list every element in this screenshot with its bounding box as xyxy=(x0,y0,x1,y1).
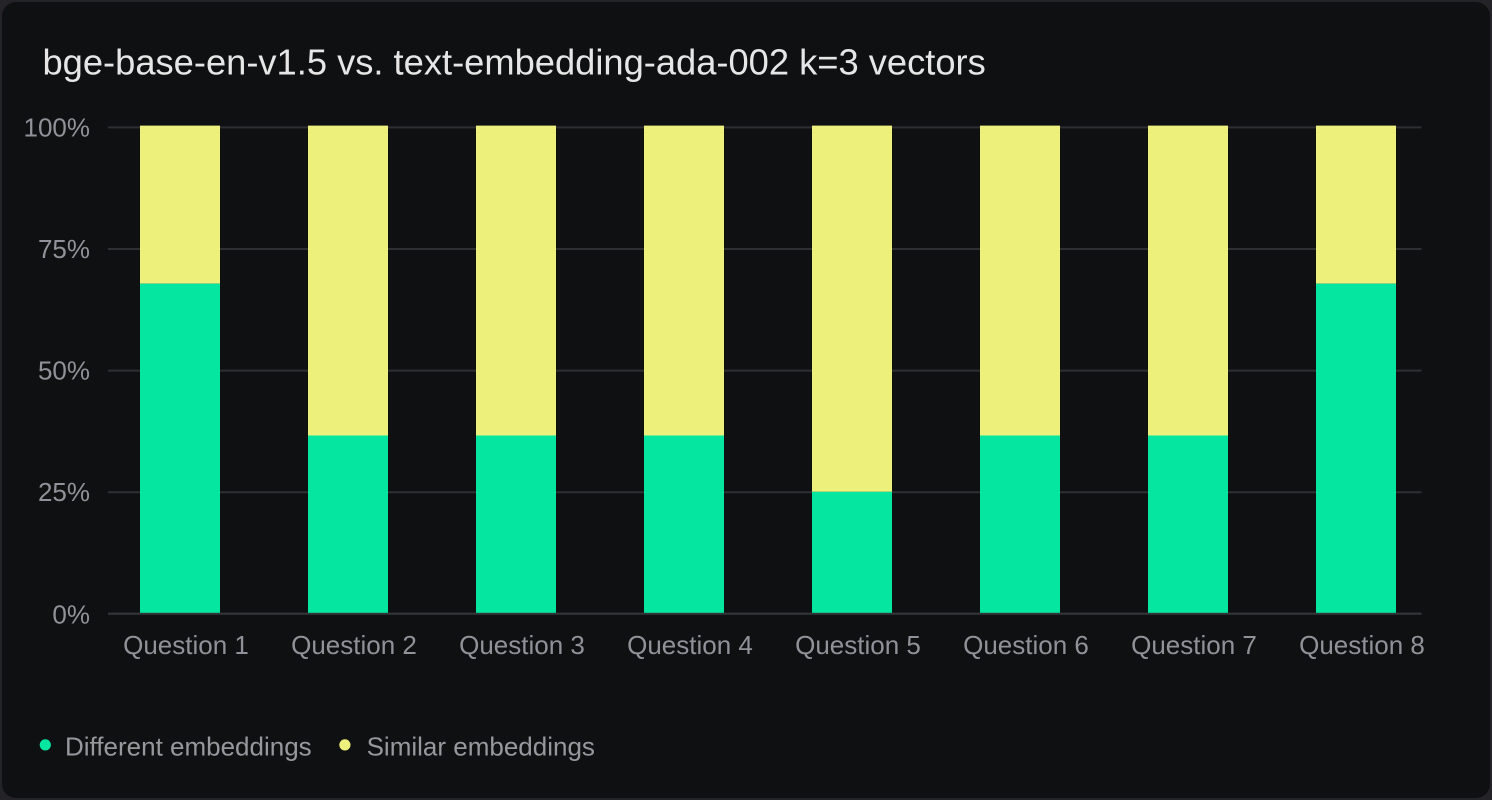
svg-text:25%: 25% xyxy=(38,477,90,507)
svg-text:0%: 0% xyxy=(52,600,90,630)
svg-text:Different embeddings: Different embeddings xyxy=(65,732,312,762)
svg-text:75%: 75% xyxy=(38,234,90,264)
svg-text:Question 1: Question 1 xyxy=(123,630,249,660)
svg-text:Similar embeddings: Similar embeddings xyxy=(367,732,595,762)
svg-text:Question 6: Question 6 xyxy=(963,630,1089,660)
svg-text:Question 3: Question 3 xyxy=(459,630,585,660)
svg-text:100%: 100% xyxy=(24,112,91,142)
svg-text:Question 5: Question 5 xyxy=(795,630,921,660)
svg-text:50%: 50% xyxy=(38,356,90,386)
svg-text:Question 4: Question 4 xyxy=(627,630,753,660)
svg-text:Question 7: Question 7 xyxy=(1131,630,1257,660)
svg-text:Question 8: Question 8 xyxy=(1299,630,1425,660)
svg-text:bge-base-en-v1.5 vs. text-embe: bge-base-en-v1.5 vs. text-embedding-ada-… xyxy=(43,41,986,82)
svg-text:Question 2: Question 2 xyxy=(291,630,417,660)
